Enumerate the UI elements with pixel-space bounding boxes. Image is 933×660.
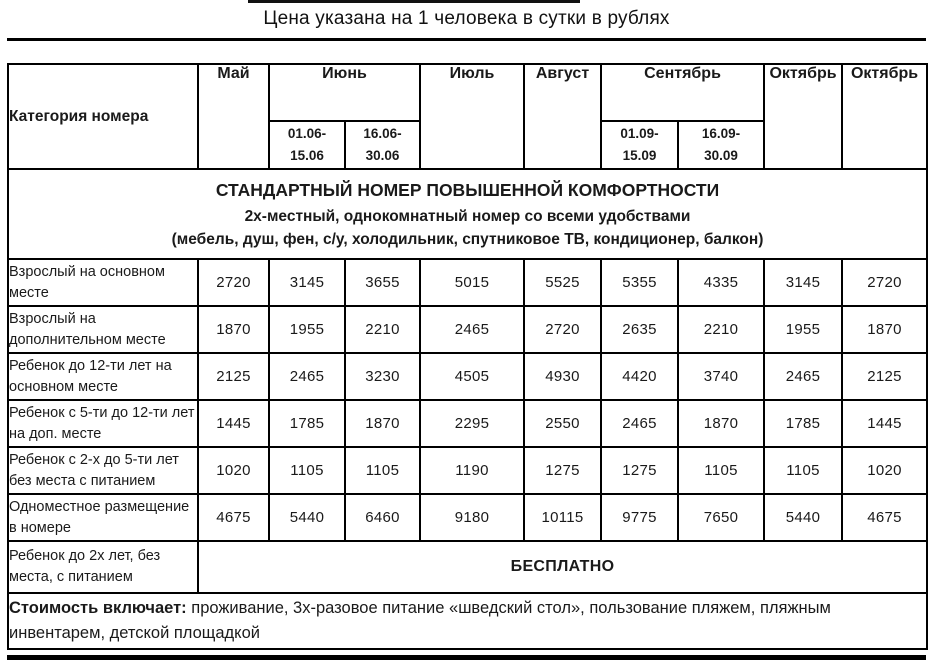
price-cell: 2635 xyxy=(600,305,680,354)
price-cell: 5440 xyxy=(268,493,346,542)
price-cell: 4335 xyxy=(677,258,766,307)
column-header-category: Категория номера xyxy=(7,63,199,170)
price-cell: 3145 xyxy=(268,258,346,307)
column-header-may: Май xyxy=(197,63,270,170)
table-row-adult-main: Взрослый на основном месте 2720 3145 365… xyxy=(7,258,929,307)
footer-row: Стоимость включает: проживание, 3х-разов… xyxy=(6,592,929,650)
column-header-june-second-half: 16.06- 30.06 xyxy=(343,120,422,170)
price-table: Категория номера Май Июнь Июль Август Се… xyxy=(6,63,929,650)
price-cell: 2210 xyxy=(343,305,422,354)
price-cell: 2125 xyxy=(197,352,270,401)
column-header-july: Июль xyxy=(419,63,526,170)
price-cell: 1785 xyxy=(763,399,844,448)
price-cell: 4420 xyxy=(600,352,680,401)
price-cell: 1955 xyxy=(763,305,844,354)
free-of-charge-cell: БЕСПЛАТНО xyxy=(196,540,929,594)
price-cell: 1445 xyxy=(841,399,929,448)
price-cell: 2550 xyxy=(523,399,603,448)
price-cell: 1870 xyxy=(841,305,929,354)
section-header-row: СТАНДАРТНЫЙ НОМЕР ПОВЫШЕННОЙ КОМФОРТНОСТ… xyxy=(6,168,929,260)
bottom-divider xyxy=(7,655,926,660)
price-cell: 2465 xyxy=(419,305,526,354)
table-row-single-occupancy: Одноместное размещение в номере 4675 544… xyxy=(7,493,929,542)
row-label: Ребенок с 2-х до 5-ти лет без места с пи… xyxy=(7,446,199,495)
price-cell: 2465 xyxy=(600,399,680,448)
price-cell: 3655 xyxy=(343,258,422,307)
price-includes-text: проживание, 3х-разовое питание «шведский… xyxy=(9,599,831,642)
price-cell: 1020 xyxy=(197,446,270,495)
price-cell: 1190 xyxy=(419,446,526,495)
row-label: Взрослый на основном месте xyxy=(7,258,199,307)
price-cell: 5355 xyxy=(600,258,680,307)
column-header-october-1: Октябрь xyxy=(763,63,844,170)
price-cell: 2465 xyxy=(268,352,346,401)
price-cell: 3145 xyxy=(763,258,844,307)
price-cell: 4930 xyxy=(523,352,603,401)
price-cell: 1105 xyxy=(763,446,844,495)
price-cell: 1020 xyxy=(841,446,929,495)
column-header-september: Сентябрь xyxy=(600,63,766,122)
header-row-months: Категория номера Май Июнь Июль Август Се… xyxy=(7,63,929,170)
price-cell: 2720 xyxy=(197,258,270,307)
price-cell: 3740 xyxy=(677,352,766,401)
price-cell: 2465 xyxy=(763,352,844,401)
price-cell: 1785 xyxy=(268,399,346,448)
table-row-child-5to12-extra: Ребенок с 5-ти до 12-ти лет на доп. мест… xyxy=(7,399,929,448)
price-cell: 2125 xyxy=(841,352,929,401)
price-cell: 2210 xyxy=(677,305,766,354)
price-cell: 5440 xyxy=(763,493,844,542)
price-includes-label: Стоимость включает: xyxy=(9,599,187,617)
column-header-june: Июнь xyxy=(267,63,422,122)
price-cell: 2720 xyxy=(523,305,603,354)
room-category-section: СТАНДАРТНЫЙ НОМЕР ПОВЫШЕННОЙ КОМФОРТНОСТ… xyxy=(6,168,929,260)
table-row-child-2to5-no-bed: Ребенок с 2-х до 5-ти лет без места с пи… xyxy=(7,446,929,495)
price-cell: 9180 xyxy=(419,493,526,542)
price-cell: 1870 xyxy=(197,305,270,354)
column-header-october-2: Октябрь xyxy=(841,63,929,170)
page-title: Цена указана на 1 человека в сутки в руб… xyxy=(263,8,670,29)
price-cell: 5525 xyxy=(523,258,603,307)
header-row-date-ranges: 01.06- 15.06 16.06- 30.06 01.09- 15.09 1… xyxy=(8,120,927,170)
row-label: Ребенок до 12-ти лет на основном месте xyxy=(7,352,199,401)
price-cell: 1105 xyxy=(677,446,766,495)
row-label: Ребенок до 2х лет, без места, с питанием xyxy=(7,540,199,594)
table-row-adult-extra: Взрослый на дополнительном месте 1870 19… xyxy=(7,305,929,354)
price-cell: 4675 xyxy=(841,493,929,542)
column-header-september-second-half: 16.09- 30.09 xyxy=(677,120,766,170)
room-category-title: СТАНДАРТНЫЙ НОМЕР ПОВЫШЕННОЙ КОМФОРТНОСТ… xyxy=(215,179,720,200)
price-cell: 1275 xyxy=(523,446,603,495)
table-row-child-under2-free: Ребенок до 2х лет, без места, с питанием… xyxy=(7,540,929,594)
price-cell: 1445 xyxy=(197,399,270,448)
room-category-subtitle: 2х-местный, однокомнатный номер со всеми… xyxy=(244,207,691,225)
price-cell: 1275 xyxy=(600,446,680,495)
price-includes-note: Стоимость включает: проживание, 3х-разов… xyxy=(6,592,929,650)
row-label: Взрослый на дополнительном месте xyxy=(7,305,199,354)
price-cell: 1870 xyxy=(343,399,422,448)
column-header-june-first-half: 01.06- 15.06 xyxy=(268,120,346,170)
table-row-child-under12-main: Ребенок до 12-ти лет на основном месте 2… xyxy=(7,352,929,401)
title-divider xyxy=(7,38,926,41)
row-label: Ребенок с 5-ти до 12-ти лет на доп. мест… xyxy=(7,399,199,448)
price-cell: 9775 xyxy=(600,493,680,542)
price-cell: 7650 xyxy=(677,493,766,542)
price-cell: 2295 xyxy=(419,399,526,448)
room-category-amenities: (мебель, душ, фен, с/у, холодильник, спу… xyxy=(171,230,764,248)
row-label: Одноместное размещение в номере xyxy=(7,493,199,542)
price-cell: 10115 xyxy=(523,493,603,542)
column-header-august: Август xyxy=(523,63,603,170)
price-cell: 1105 xyxy=(343,446,422,495)
cropped-top-text-artifact xyxy=(248,0,580,3)
price-cell: 4675 xyxy=(197,493,270,542)
price-cell: 4505 xyxy=(419,352,526,401)
price-cell: 3230 xyxy=(343,352,422,401)
price-cell: 1105 xyxy=(268,446,346,495)
price-cell: 1955 xyxy=(268,305,346,354)
price-cell: 2720 xyxy=(841,258,929,307)
price-cell: 5015 xyxy=(419,258,526,307)
price-cell: 1870 xyxy=(677,399,766,448)
column-header-september-first-half: 01.09- 15.09 xyxy=(600,120,680,170)
price-cell: 6460 xyxy=(343,493,422,542)
